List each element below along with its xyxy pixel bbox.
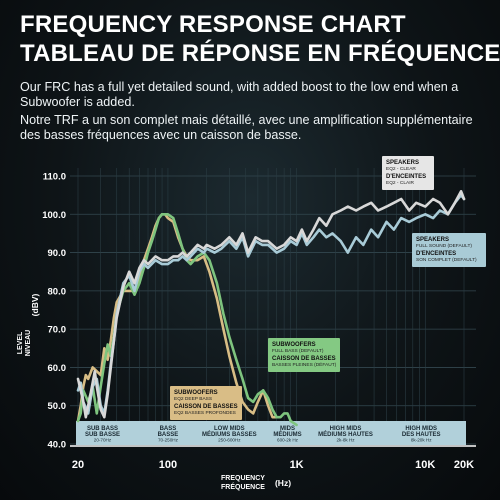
legend-title: SPEAKERS (386, 160, 419, 166)
legend-title: SUBWOOFERS (174, 390, 218, 396)
x-tick-label: 1K (290, 459, 304, 471)
x-axis-unit: (Hz) (275, 478, 291, 488)
x-tick-label: 10K (415, 459, 435, 471)
band-range-label: 2k-8k Hz (336, 438, 355, 443)
band-label: SUB BASS (87, 426, 118, 432)
y-tick-label: 40.0 (48, 440, 67, 451)
band-range-label: 70-250Hz (158, 438, 179, 443)
legend-box (412, 233, 486, 267)
y-tick-label: 50.0 (48, 401, 67, 412)
legend-subtitle: FULL SOUND (DEFAULT) (416, 243, 472, 249)
legend-title: SPEAKERS (416, 237, 449, 243)
y-axis-unit: (dBV) (30, 294, 40, 317)
y-tick-label: 100.0 (42, 210, 66, 221)
legend-title: CAISSON DE BASSES (272, 356, 336, 362)
legend-subtitle: EQ2 DEEP BASS (174, 396, 212, 402)
description-fr: Notre TRF a un son complet mais détaillé… (20, 113, 473, 142)
y-tick-label: 60.0 (48, 363, 67, 374)
legend-subtitle: EQ2 - CLEAR (386, 166, 416, 172)
legend-title: CAISSON DE BASSES (174, 404, 238, 410)
band-range-label: 20-70Hz (94, 438, 112, 443)
legend-subtitle: EQ2 BASSES PROFONDES (174, 410, 236, 416)
description-en: Our FRC has a full yet detailed sound, w… (20, 80, 459, 109)
x-tick-label: 100 (159, 459, 177, 471)
band-label: MIDS (280, 426, 295, 432)
band-label: DES HAUTES (402, 432, 441, 438)
band-range-label: 600-2k Hz (277, 438, 299, 443)
legend-subtitle: FULL BASS (DEFAULT) (272, 348, 324, 354)
series-line (76, 213, 298, 427)
x-tick-label: 20 (72, 459, 84, 471)
series-line (76, 193, 466, 415)
band-label: HIGH MIDS (405, 426, 437, 432)
band-label: BASS (160, 426, 177, 432)
legend-subtitle: EQ2 - CLAIR (386, 180, 415, 186)
chart-title-fr: TABLEAU DE RÉPONSE EN FRÉQUENCE (20, 40, 500, 67)
x-tick-label: 20K (454, 459, 474, 471)
x-axis-label: FRÉQUENCE (221, 482, 265, 491)
y-axis-label: LEVEL (17, 331, 24, 354)
y-axis-label: NIVEAU (25, 330, 32, 356)
y-tick-label: 110.0 (43, 172, 66, 183)
series-line (76, 190, 466, 419)
x-axis-label: FREQUENCY (221, 475, 265, 482)
chart-title-en: FREQUENCY RESPONSE CHART (20, 11, 406, 38)
band-label: MÉDIUMS (273, 430, 301, 438)
legend-title: D'ENCEINTES (386, 174, 426, 180)
y-tick-label: 80.0 (48, 286, 67, 297)
legend-subtitle: BASSES PLEINES (DÉFAUT) (272, 361, 337, 368)
band-range-label: 8k-20k Hz (411, 438, 432, 443)
y-tick-label: 90.0 (48, 248, 67, 259)
band-label: LOW MIDS (214, 426, 245, 432)
band-label: HIGH MIDS (330, 426, 362, 432)
legend-box (170, 386, 242, 420)
band-label: SUB BASSE (85, 432, 120, 438)
legend-box (382, 156, 434, 190)
legend-title: D'ENCEINTES (416, 251, 456, 257)
y-tick-label: 70.0 (48, 325, 67, 336)
legend-box (268, 338, 340, 372)
band-range-label: 250-600Hz (218, 438, 241, 443)
legend-title: SUBWOOFERS (272, 342, 316, 348)
frequency-band-strip (76, 421, 466, 445)
band-label: MÉDIUMS HAUTES (318, 430, 373, 438)
legend-subtitle: SON COMPLET (DEFAULT) (416, 257, 477, 263)
band-label: MÉDIUMS BASSES (202, 430, 257, 438)
band-label: BASSE (158, 432, 179, 438)
